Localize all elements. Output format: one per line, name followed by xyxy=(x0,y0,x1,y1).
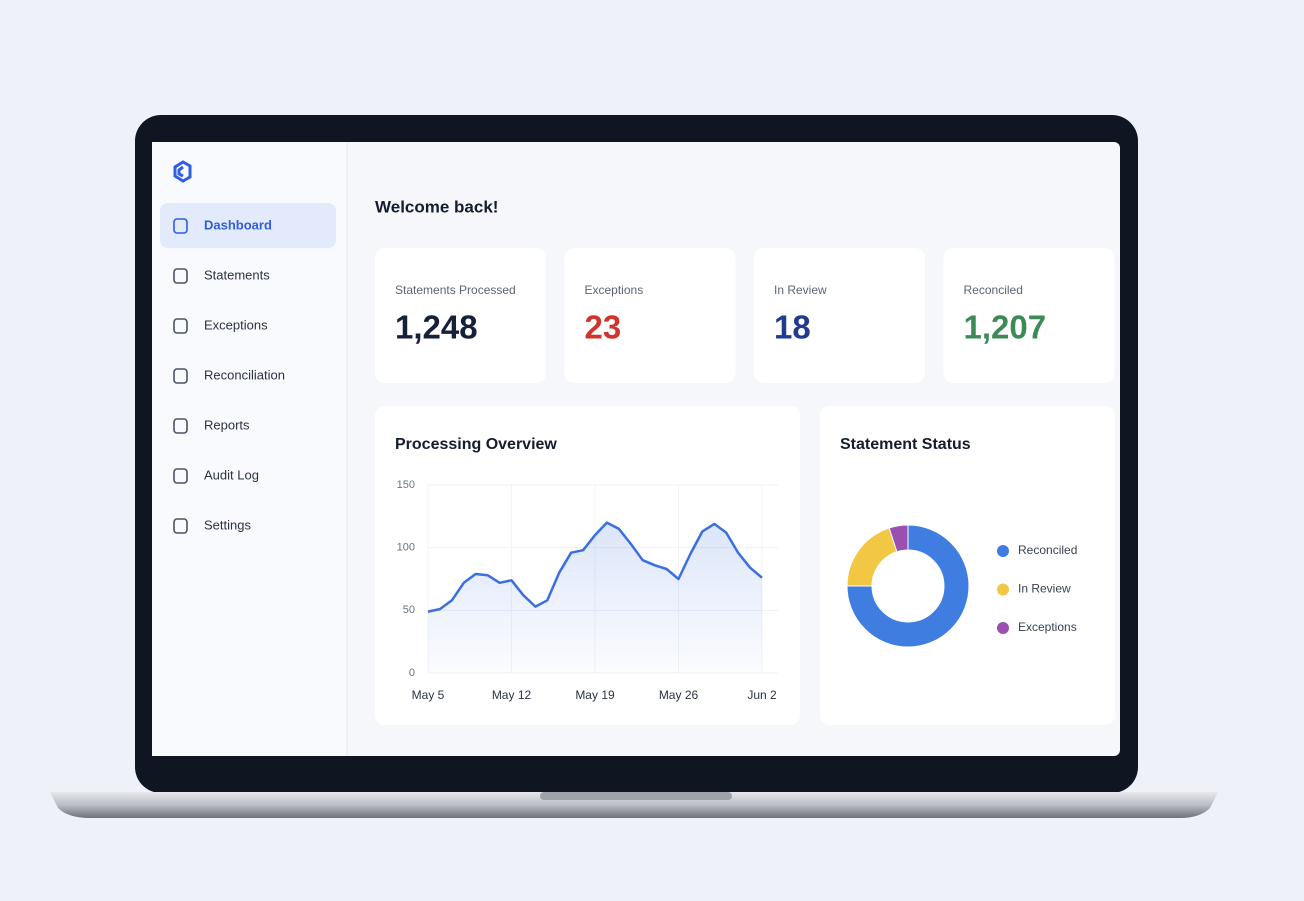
x-tick-label: May 5 xyxy=(412,688,445,702)
nav-label[interactable]: Reconciliation xyxy=(204,367,285,382)
panel-title: Processing Overview xyxy=(395,436,557,453)
stat-label: In Review xyxy=(774,283,827,297)
nav-icon xyxy=(173,218,188,234)
stat-card xyxy=(754,248,925,383)
legend-dot xyxy=(997,583,1009,596)
nav-icon xyxy=(173,368,188,384)
x-tick-label: Jun 2 xyxy=(747,688,777,702)
y-tick-label: 50 xyxy=(403,604,415,616)
stat-value: 18 xyxy=(774,309,811,346)
stat-value: 23 xyxy=(585,309,622,346)
y-tick-label: 100 xyxy=(397,542,415,554)
greeting: Welcome back! xyxy=(375,197,498,216)
nav-label[interactable]: Exceptions xyxy=(204,317,268,332)
nav-icon xyxy=(173,468,188,484)
logo xyxy=(173,160,192,183)
nav-label[interactable]: Reports xyxy=(204,417,250,432)
stat-card xyxy=(564,248,736,383)
legend-label: Reconciled xyxy=(1018,543,1077,557)
donut-segment xyxy=(888,524,909,553)
x-tick-label: May 26 xyxy=(659,688,699,702)
legend-dot xyxy=(997,622,1009,634)
line-area xyxy=(428,522,762,673)
nav-label[interactable]: Audit Log xyxy=(204,467,259,482)
nav-icon xyxy=(173,318,188,334)
panel-title: Statement Status xyxy=(840,436,971,453)
stat-label: Statements Processed xyxy=(395,283,516,297)
legend-label: In Review xyxy=(1018,582,1071,596)
laptop-base xyxy=(50,792,1218,818)
donut-segment xyxy=(846,524,970,648)
stat-value: 1,207 xyxy=(964,309,1047,346)
y-tick-label: 0 xyxy=(409,667,415,679)
nav-label[interactable]: Statements xyxy=(204,267,270,282)
nav-label[interactable]: Settings xyxy=(204,517,251,532)
y-tick-label: 150 xyxy=(397,479,415,491)
laptop-notch xyxy=(540,792,732,800)
stat-label: Reconciled xyxy=(964,283,1023,297)
nav-icon xyxy=(173,268,188,284)
line xyxy=(427,521,763,613)
stat-label: Exceptions xyxy=(585,283,644,297)
stat-value: 1,248 xyxy=(395,309,478,346)
legend-dot xyxy=(997,545,1009,557)
nav-icon xyxy=(173,418,188,434)
stat-card xyxy=(375,248,546,383)
stat-card xyxy=(943,248,1115,383)
nav-icon xyxy=(173,518,188,534)
nav-item[interactable] xyxy=(160,203,336,248)
x-tick-label: May 12 xyxy=(492,688,532,702)
legend-label: Exceptions xyxy=(1018,620,1077,634)
nav-label[interactable]: Dashboard xyxy=(204,217,272,232)
x-tick-label: May 19 xyxy=(575,688,615,702)
